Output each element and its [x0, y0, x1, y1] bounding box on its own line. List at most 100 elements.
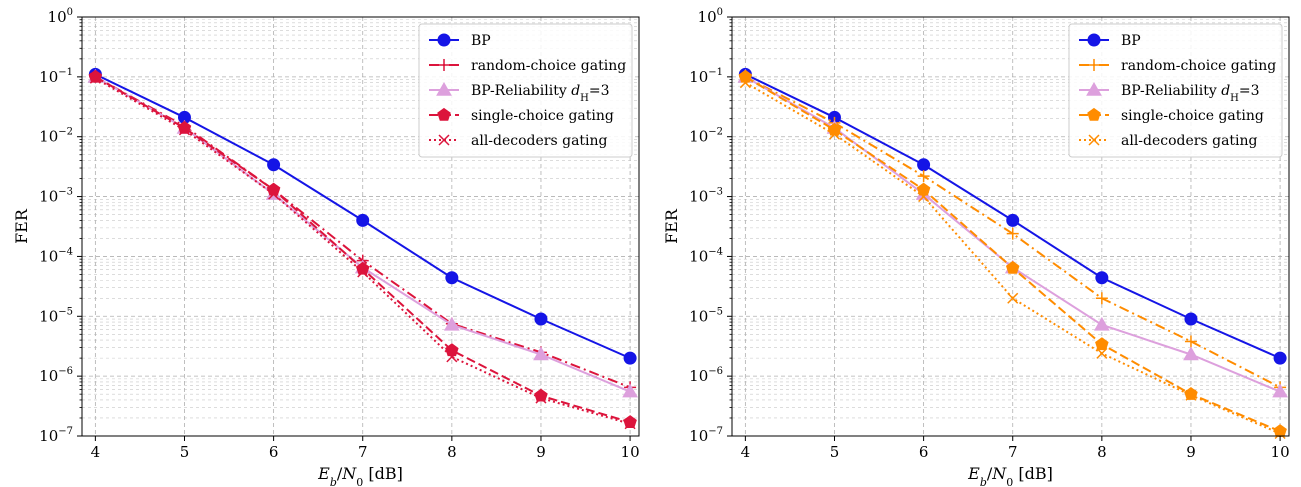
- data-point: [535, 392, 547, 404]
- legend-marker: [437, 33, 451, 47]
- data-point: [178, 124, 191, 136]
- series-single-choice-gating: [738, 69, 1287, 438]
- legend-label: single-choice gating: [471, 108, 614, 124]
- x-tick-label: 6: [269, 443, 279, 461]
- data-point: [1095, 292, 1108, 305]
- legend-marker: [1088, 59, 1100, 71]
- x-axis-label: Eb/N0 [dB]: [967, 464, 1053, 487]
- legend-item: random-choice gating: [1079, 58, 1276, 74]
- data-point: [1005, 260, 1020, 274]
- y-tick-label: 10−7: [39, 426, 73, 445]
- x-tick-label: 8: [1097, 443, 1107, 461]
- legend-label: BP: [1121, 33, 1141, 49]
- y-tick-label: 10−1: [39, 67, 73, 86]
- y-tick-label: 100: [48, 7, 73, 26]
- data-point: [917, 158, 931, 172]
- x-axis-label: Eb/N0 [dB]: [317, 464, 403, 487]
- legend-label: random-choice gating: [471, 58, 626, 74]
- legend-marker: [1087, 107, 1101, 121]
- data-point: [445, 343, 459, 357]
- legend-marker: [438, 59, 450, 71]
- data-point: [916, 182, 931, 196]
- legend-box: [1068, 23, 1283, 158]
- x-tick-label: 9: [536, 443, 546, 461]
- data-point: [1095, 271, 1109, 285]
- legend-item: all-decoders gating: [1079, 133, 1258, 149]
- x-tick-label: 6: [919, 443, 929, 461]
- legend-marker: [437, 107, 451, 121]
- legend-label: BP-Reliability dH=3: [471, 83, 610, 104]
- data-point: [1274, 427, 1286, 440]
- legend-label: all-decoders gating: [471, 133, 608, 149]
- x-tick-label: 7: [358, 443, 368, 461]
- plot-frame: [731, 16, 1290, 437]
- legend-item: random-choice gating: [429, 58, 626, 74]
- legend-item: BP-Reliability dH=3: [429, 81, 610, 104]
- data-point: [623, 351, 637, 365]
- legend-item: BP: [1079, 33, 1141, 49]
- x-tick-label: 7: [1008, 443, 1018, 461]
- data-point: [268, 188, 280, 200]
- y-tick-label: 10−7: [689, 426, 723, 445]
- data-point: [1184, 312, 1198, 326]
- legend-item: all-decoders gating: [429, 133, 608, 149]
- y-tick-label: 10−6: [39, 366, 73, 385]
- data-point: [1096, 347, 1108, 359]
- legend-label: BP-Reliability dH=3: [1121, 83, 1260, 104]
- legend-item: single-choice gating: [429, 107, 614, 124]
- data-point: [357, 266, 369, 278]
- data-point: [267, 158, 281, 172]
- legend: BP random-choice gating BP-Reliability dH=…: [418, 23, 633, 158]
- x-tick-label: 5: [180, 443, 190, 461]
- data-point: [1007, 292, 1019, 304]
- y-tick-label: 10−3: [39, 187, 73, 206]
- y-tick-label: 10−4: [39, 246, 73, 265]
- legend-item: single-choice gating: [1079, 107, 1264, 124]
- legend-item: BP-Reliability dH=3: [1079, 81, 1260, 104]
- data-point: [1006, 213, 1020, 227]
- legend-item: BP: [429, 33, 491, 49]
- data-point: [356, 213, 370, 227]
- series-bp: [88, 67, 637, 365]
- data-point: [1273, 424, 1287, 438]
- series-all-decoders-gating: [89, 72, 636, 430]
- data-point: [624, 418, 636, 430]
- legend-marker: [1086, 81, 1102, 96]
- data-point: [355, 261, 370, 275]
- series-all-decoders-gating: [739, 77, 1286, 440]
- legend-marker: [1088, 134, 1100, 146]
- x-tick-label: 4: [91, 443, 101, 461]
- data-point: [534, 312, 548, 326]
- data-point: [1006, 227, 1019, 240]
- chart-panel-2: 4 5 6 7 8 9 10 10−7 10−6 10−5 10−4 10−3 10−2 10−1 100 E…: [662, 7, 1290, 487]
- y-tick-label: 10−5: [689, 306, 723, 325]
- data-point: [1183, 346, 1199, 361]
- legend-box: [418, 23, 633, 158]
- x-tick-label: 10: [621, 443, 640, 461]
- data-point: [89, 72, 101, 84]
- legend-label: all-decoders gating: [1121, 133, 1258, 149]
- legend-label: BP: [471, 33, 491, 49]
- data-point: [533, 346, 549, 361]
- data-point: [1273, 351, 1287, 365]
- data-point: [1185, 389, 1197, 401]
- x-tick-label: 10: [1271, 443, 1290, 461]
- x-tick-label: 5: [830, 443, 840, 461]
- x-tick-label: 9: [1186, 443, 1196, 461]
- legend-marker: [436, 81, 452, 96]
- data-point: [177, 120, 192, 134]
- legend-label: single-choice gating: [1121, 108, 1264, 124]
- data-point: [1272, 383, 1288, 398]
- data-point: [443, 316, 460, 331]
- y-axis-label: FER: [12, 208, 31, 244]
- data-point: [1093, 316, 1110, 331]
- y-tick-label: 10−2: [689, 127, 723, 146]
- data-point: [739, 77, 751, 89]
- data-point: [446, 351, 458, 363]
- data-point: [445, 271, 459, 285]
- y-tick-label: 10−6: [689, 366, 723, 385]
- plot-frame: [81, 16, 640, 437]
- data-point: [1184, 387, 1198, 400]
- y-axis-label: FER: [662, 208, 681, 244]
